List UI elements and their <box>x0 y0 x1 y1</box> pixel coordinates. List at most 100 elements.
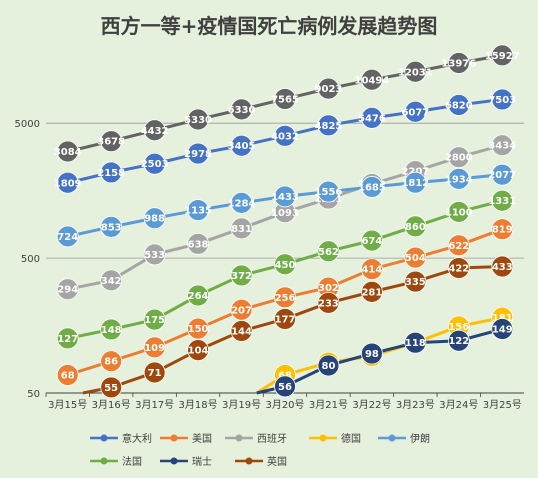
legend-label: 西班牙 <box>257 433 287 445</box>
data-label: 150 <box>188 324 209 335</box>
data-label: 533 <box>144 250 165 261</box>
data-point <box>187 142 209 165</box>
data-point <box>491 44 514 67</box>
data-point <box>56 364 79 386</box>
data-point <box>317 354 340 377</box>
data-label: 853 <box>101 222 122 233</box>
data-label: 860 <box>405 222 426 233</box>
data-point <box>100 376 123 399</box>
data-point <box>274 375 296 398</box>
data-point <box>56 225 79 248</box>
data-label: 98 <box>365 349 379 360</box>
data-point <box>230 217 253 240</box>
data-label: 1100 <box>445 207 473 218</box>
data-label: 68 <box>61 370 75 381</box>
data-label: 674 <box>361 236 382 247</box>
data-label: 342 <box>101 276 122 287</box>
data-point <box>274 253 296 276</box>
data-label: 3434 <box>488 141 516 152</box>
series-layer: 1809215825032978340540324825547660776820… <box>54 44 520 399</box>
data-label: 1809 <box>54 178 82 189</box>
data-label: 7503 <box>488 95 516 106</box>
data-label: 372 <box>231 271 252 282</box>
data-point <box>143 308 166 331</box>
data-label: 433 <box>492 262 513 273</box>
series-4: 724 853 988 1135 1284 1433 1556 1685 1812 1934 207… <box>56 163 516 248</box>
data-point <box>491 134 514 157</box>
data-label: 3084 <box>54 147 82 158</box>
data-label: 422 <box>448 264 469 275</box>
data-label: 2978 <box>184 149 212 160</box>
legend-item: 伊朗 <box>378 433 430 445</box>
data-point <box>447 329 470 352</box>
data-label: 10494 <box>355 75 390 86</box>
legend-swatch-marker <box>100 434 108 442</box>
series-7: 55 71 104 144 177 233 281 335 422 433 <box>82 255 514 399</box>
data-point <box>187 108 209 131</box>
data-point <box>317 180 340 203</box>
legend-item: 美国 <box>160 432 212 445</box>
data-point <box>100 350 123 373</box>
data-label: 55 <box>104 383 118 394</box>
data-point <box>187 199 209 221</box>
legend-label: 美国 <box>192 432 212 445</box>
data-label: 4432 <box>141 126 169 137</box>
legend-label: 意大利 <box>122 432 152 445</box>
data-point <box>447 167 470 190</box>
data-label: 1812 <box>401 178 429 189</box>
data-point <box>143 361 166 384</box>
data-label: 3405 <box>228 141 256 152</box>
data-point <box>404 246 427 269</box>
y-tick-label: 5000 <box>15 119 40 130</box>
data-label: 1934 <box>445 174 473 185</box>
data-point <box>230 134 253 157</box>
data-label: 175 <box>144 315 165 326</box>
data-label: 12031 <box>398 67 433 78</box>
data-label: 80 <box>321 361 335 372</box>
data-point <box>187 317 209 340</box>
data-point <box>361 258 383 281</box>
data-point <box>187 284 209 307</box>
data-point <box>447 257 470 279</box>
data-point <box>491 163 514 186</box>
data-label: 148 <box>101 325 122 336</box>
legend-item: 意大利 <box>90 432 152 445</box>
legend-swatch-marker <box>170 434 178 442</box>
axis-layer: 50 500 5000 3月15号 3月16号 3月17号 3月18号 3月19号 3月20号 3… <box>15 119 522 411</box>
data-label: 450 <box>275 260 296 271</box>
data-point <box>491 255 514 278</box>
data-label: 1685 <box>358 182 386 193</box>
legend-item: 西班牙 <box>225 433 287 445</box>
data-label: 207 <box>231 305 252 316</box>
data-label: 177 <box>275 314 296 325</box>
data-point <box>491 218 514 241</box>
data-point <box>187 339 209 361</box>
data-label: 2158 <box>97 168 125 179</box>
data-point <box>491 189 514 212</box>
chart-title: 西方一等+疫情国死亡病例发展趋势图 <box>101 14 438 38</box>
data-label: 1556 <box>315 187 343 198</box>
data-label: 156 <box>448 322 469 333</box>
x-tick-label: 3月17号 <box>135 399 174 411</box>
legend-label: 瑞士 <box>192 455 212 468</box>
data-label: 988 <box>144 214 165 225</box>
data-label: 104 <box>188 346 209 357</box>
legend-swatch-marker <box>388 434 396 442</box>
data-point <box>143 336 166 359</box>
legend-item: 英国 <box>235 455 287 468</box>
data-label: 6077 <box>401 107 429 118</box>
data-point <box>361 106 383 129</box>
data-label: 831 <box>231 224 252 235</box>
series-2: 294342533638831109313811772220728003434 <box>56 134 516 301</box>
data-point <box>274 88 296 110</box>
data-point <box>274 286 296 309</box>
data-point <box>56 278 79 301</box>
data-label: 256 <box>275 293 296 304</box>
data-label: 1135 <box>184 206 212 217</box>
data-point <box>274 308 296 330</box>
data-label: 638 <box>188 239 209 250</box>
data-point <box>447 52 470 74</box>
data-label: 724 <box>57 232 78 243</box>
